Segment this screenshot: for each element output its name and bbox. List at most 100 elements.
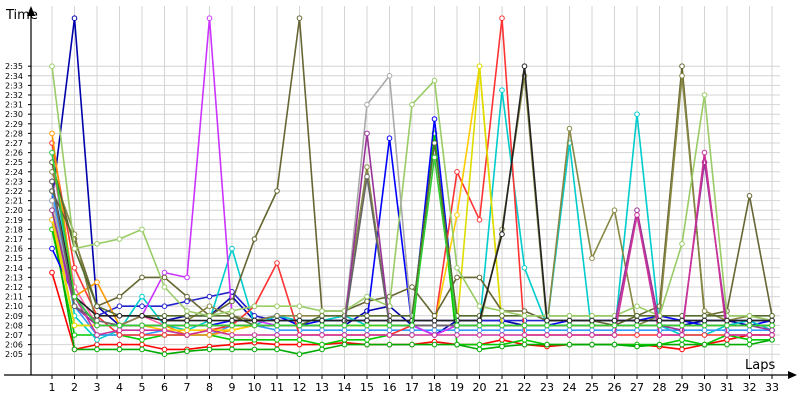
data-point — [364, 293, 370, 300]
data-point — [476, 274, 483, 281]
data-point — [701, 317, 708, 324]
data-point — [319, 308, 325, 314]
data-point — [589, 332, 595, 338]
data-point — [184, 332, 190, 338]
x-tick-label: 24 — [563, 381, 577, 394]
x-tick-label: 12 — [293, 381, 307, 394]
data-point — [319, 346, 325, 353]
x-tick-labels: 1 2 3 4 5 6 7 8 9 10 11 12 13 14 15 16 17 18 19 20 21 22 23 24 2… — [49, 375, 779, 394]
data-point — [229, 245, 235, 252]
data-point — [364, 322, 370, 329]
data-point — [589, 317, 595, 324]
data-point — [566, 317, 573, 324]
y-tick-label: 2:32 — [5, 91, 23, 100]
data-point — [251, 236, 258, 242]
data-point — [769, 322, 775, 329]
data-point — [701, 313, 708, 319]
x-tick-label: 19 — [450, 381, 464, 394]
data-point — [701, 332, 708, 338]
data-point — [634, 303, 640, 310]
data-point — [184, 322, 190, 329]
data-point — [364, 341, 370, 348]
data-point — [701, 149, 708, 156]
data-point — [769, 332, 775, 338]
data-point — [94, 303, 100, 310]
y-tick-label: 2:12 — [5, 283, 23, 292]
data-point — [116, 341, 123, 348]
data-point — [296, 341, 303, 348]
data-point — [364, 327, 370, 334]
data-point — [544, 327, 550, 334]
data-point — [116, 346, 123, 353]
y-tick-label: 2:29 — [5, 120, 23, 129]
x-tick-label: 4 — [116, 381, 123, 394]
data-point — [296, 313, 303, 319]
x-tick-label: 30 — [698, 381, 712, 394]
x-tick-label: 29 — [675, 381, 689, 394]
data-point — [769, 317, 775, 324]
data-point — [206, 15, 213, 22]
data-point — [566, 313, 573, 319]
data-point — [49, 207, 55, 213]
data-point — [386, 332, 393, 338]
data-point — [521, 265, 528, 271]
x-tick-label: 6 — [161, 381, 168, 394]
x-tick-label: 31 — [720, 381, 734, 394]
data-point — [746, 193, 753, 199]
y-tick-label: 2:31 — [5, 101, 23, 110]
y-tick-label: 2:25 — [5, 158, 23, 167]
data-point — [161, 317, 168, 324]
series-18 — [49, 63, 775, 324]
data-point — [71, 245, 78, 252]
data-point — [116, 332, 123, 338]
data-point — [161, 269, 168, 276]
data-point — [251, 337, 258, 343]
data-point — [296, 322, 303, 329]
data-point — [229, 337, 235, 343]
data-point — [634, 212, 640, 218]
data-point — [161, 284, 168, 290]
data-point — [589, 313, 595, 319]
data-point — [454, 341, 460, 348]
data-point — [431, 332, 438, 338]
data-point — [71, 15, 78, 22]
data-point — [49, 130, 55, 137]
data-point — [724, 341, 730, 348]
y-tick-label: 2:21 — [5, 197, 23, 206]
data-point — [116, 322, 123, 329]
data-point — [296, 303, 303, 310]
data-point — [184, 317, 190, 324]
data-point — [296, 332, 303, 338]
data-point — [251, 303, 258, 310]
data-point — [409, 341, 415, 348]
data-point — [746, 322, 753, 329]
x-tick-label: 27 — [630, 381, 644, 394]
data-point — [71, 346, 78, 353]
data-point — [274, 327, 280, 334]
data-point — [364, 317, 370, 324]
data-point — [634, 343, 640, 350]
data-point — [454, 212, 460, 218]
data-point — [251, 332, 258, 338]
data-point — [251, 317, 258, 324]
y-tick-label: 2:22 — [5, 187, 23, 196]
x-tick-label: 26 — [608, 381, 622, 394]
data-point — [341, 341, 348, 348]
y-tick-label: 2:10 — [5, 302, 23, 311]
x-tick-label: 10 — [248, 381, 262, 394]
data-point — [71, 303, 78, 310]
data-point — [274, 322, 280, 329]
data-point — [476, 332, 483, 338]
data-point — [769, 327, 775, 334]
data-point — [611, 207, 618, 213]
data-point — [566, 332, 573, 338]
data-point — [341, 332, 348, 338]
data-point — [476, 346, 483, 353]
data-point — [431, 322, 438, 329]
data-point — [634, 111, 640, 117]
data-point — [611, 317, 618, 324]
data-point — [229, 341, 235, 348]
data-point — [431, 327, 438, 334]
data-point — [544, 341, 550, 348]
data-point — [341, 337, 348, 343]
